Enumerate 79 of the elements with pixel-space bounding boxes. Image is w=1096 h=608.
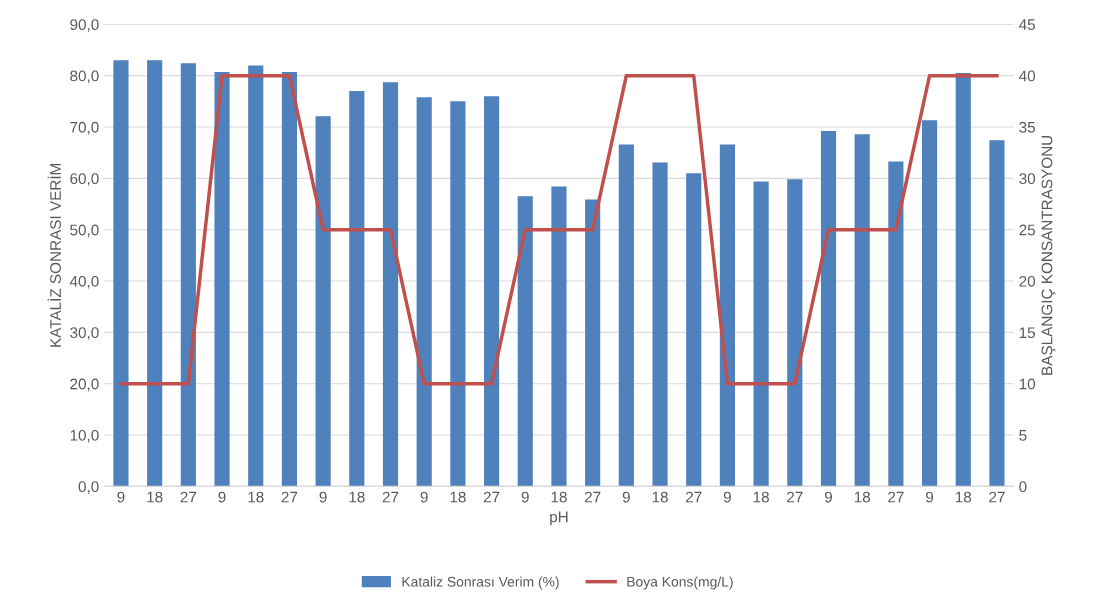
x-tick-label: 9	[218, 491, 226, 503]
y-tick-label: 70,0	[70, 121, 99, 135]
x-tick-label: 27	[483, 491, 500, 503]
x-tick-label: 27	[180, 491, 197, 503]
x-tick-label: 9	[723, 491, 731, 503]
x-tick-label: 18	[349, 491, 365, 503]
bar	[989, 140, 1005, 487]
y-tick-label: 90,0	[70, 19, 99, 32]
y2-tick-label: 40	[1019, 70, 1036, 82]
bar	[349, 91, 365, 487]
bar	[753, 181, 769, 487]
y-tick-label: 30,0	[70, 327, 99, 340]
bar	[551, 186, 567, 487]
x-tick-label: 18	[854, 491, 871, 503]
y-axis-title: KATALİZ SONRASI VERİM	[47, 163, 61, 347]
bar	[315, 116, 331, 487]
bar	[888, 161, 904, 487]
bar	[484, 96, 500, 487]
bar	[450, 101, 466, 487]
x-tick-label: 9	[319, 491, 327, 503]
bar	[686, 173, 702, 487]
bar	[787, 179, 803, 487]
x-tick-label: 27	[989, 491, 1005, 503]
y-tick-label: 40,0	[69, 275, 99, 289]
x-tick-label: 18	[450, 491, 466, 503]
x-tick-label: 9	[824, 491, 833, 503]
legend-label: Kataliz Sonrası Verim (%)	[402, 576, 559, 590]
bar	[416, 97, 432, 487]
x-tick-label: 27	[888, 491, 904, 503]
bar	[618, 144, 634, 487]
y-tick-label: 50,0	[70, 224, 99, 238]
x-tick-label: 27	[281, 491, 298, 503]
bar	[854, 134, 870, 487]
y2-axis-title: BAŞLANGIÇ KONSANTRASYONU	[1041, 135, 1056, 375]
y-tick-label: 10,0	[70, 429, 99, 443]
y-tick-label: 0,0	[78, 481, 99, 494]
x-tick-label: 27	[787, 491, 803, 503]
x-tick-label: 27	[584, 491, 601, 503]
x-tick-label: 18	[248, 491, 264, 503]
bar	[955, 73, 971, 487]
x-tick-label: 18	[147, 491, 163, 503]
y2-tick-label: 30	[1019, 173, 1036, 185]
bar	[147, 60, 163, 487]
bar	[719, 144, 735, 487]
y-tick-label: 60,0	[70, 173, 99, 186]
bar	[921, 120, 938, 487]
legend-label: Boya Kons(mg/L)	[627, 576, 733, 590]
x-tick-label: 27	[382, 491, 399, 503]
x-tick-label: 9	[117, 491, 125, 503]
x-axis-title: pH	[550, 511, 568, 526]
bar	[382, 82, 399, 487]
bar	[214, 72, 230, 487]
x-tick-label: 9	[521, 491, 529, 503]
bar	[652, 162, 668, 487]
y2-tick-label: 25	[1019, 224, 1036, 236]
y2-tick-label: 45	[1019, 19, 1036, 31]
x-tick-label: 9	[420, 491, 428, 503]
x-tick-label: 18	[652, 491, 668, 503]
x-tick-label: 18	[753, 491, 769, 503]
bar	[281, 72, 298, 487]
x-tick-label: 9	[622, 491, 630, 503]
x-tick-label: 18	[551, 491, 567, 503]
y2-tick-label: 20	[1019, 275, 1036, 287]
y2-tick-label: 10	[1019, 378, 1036, 390]
y2-tick-label: 15	[1019, 327, 1036, 339]
y-tick-label: 20,0	[70, 378, 99, 392]
bar	[517, 196, 533, 487]
x-tick-label: 18	[955, 491, 972, 503]
bar	[820, 131, 837, 487]
bar	[248, 65, 264, 487]
y2-tick-label: 5	[1019, 430, 1027, 441]
bar	[113, 60, 129, 487]
y-tick-label: 80,0	[70, 70, 99, 84]
bar	[180, 63, 196, 487]
x-tick-label: 9	[926, 491, 934, 503]
y2-tick-label: 0	[1019, 481, 1027, 493]
y2-tick-label: 35	[1019, 121, 1036, 133]
bar	[585, 199, 601, 487]
x-tick-label: 27	[686, 491, 702, 503]
